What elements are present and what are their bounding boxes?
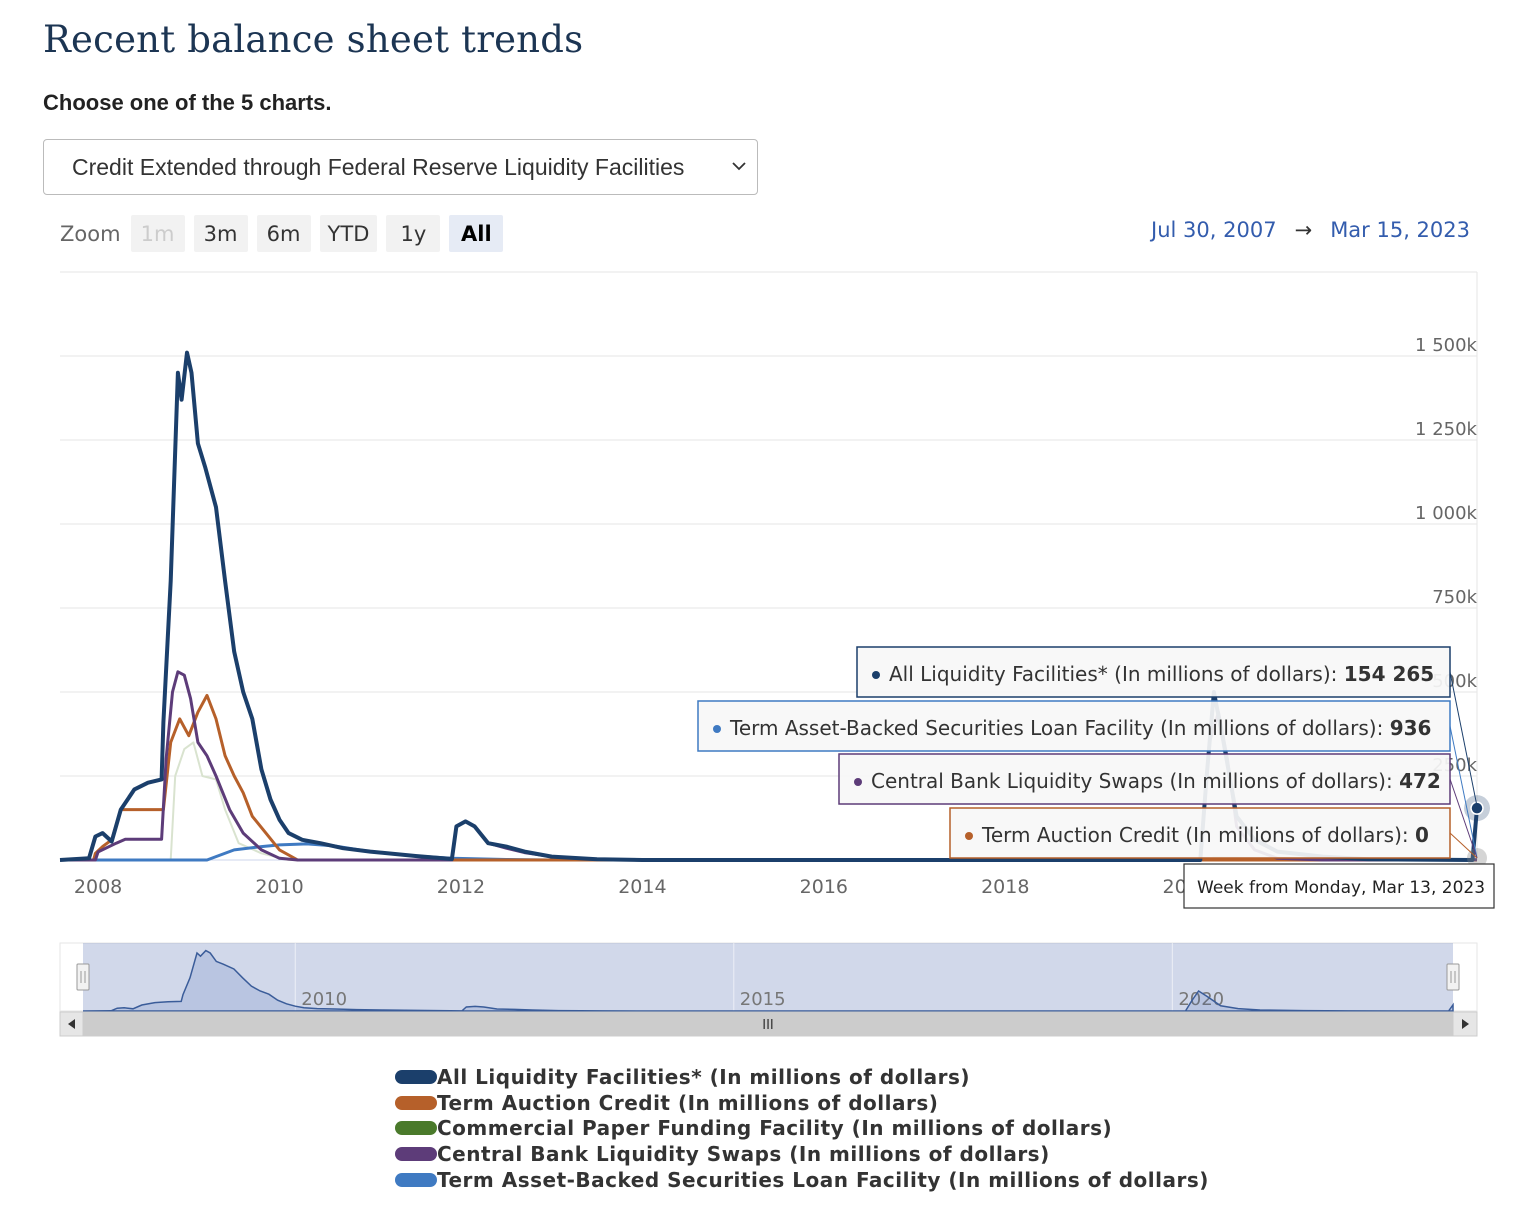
- legend-item[interactable]: Commercial Paper Funding Facility (In mi…: [395, 1115, 1209, 1141]
- tooltip-background: [856, 646, 1451, 698]
- tooltip-connector: [1449, 832, 1478, 859]
- x-tick-label: 2018: [981, 876, 1029, 898]
- scrollbar-grip[interactable]: III: [762, 1018, 774, 1033]
- zoom-button-1m[interactable]: 1m: [130, 215, 185, 252]
- legend-item[interactable]: Term Auction Credit (In millions of doll…: [395, 1090, 1209, 1116]
- navigator-year-label: 2010: [301, 989, 347, 1010]
- legend-label: Term Auction Credit (In millions of doll…: [437, 1090, 939, 1115]
- x-tick-label: 2012: [437, 876, 485, 898]
- tooltip-connector: [1449, 778, 1478, 859]
- page-title: Recent balance sheet trends: [43, 18, 584, 61]
- legend-item[interactable]: Central Bank Liquidity Swaps (In million…: [395, 1141, 1209, 1167]
- y-tick-label: 1 000k: [1415, 503, 1478, 524]
- tooltip-box: Term Asset-Backed Securities Loan Facili…: [697, 700, 1478, 859]
- legend-item[interactable]: All Liquidity Facilities* (In millions o…: [395, 1064, 1209, 1090]
- tooltip-box: All Liquidity Facilities* (In millions o…: [856, 646, 1478, 807]
- range-to-date[interactable]: Mar 15, 2023: [1330, 218, 1470, 242]
- tooltip-background: [838, 753, 1451, 805]
- navigator-mask[interactable]: [83, 943, 1453, 1011]
- range-arrow-icon: →: [1294, 218, 1313, 242]
- scrollbar-thumb[interactable]: [83, 1012, 1453, 1036]
- triangle-right-icon: [1462, 1019, 1469, 1029]
- tooltip-series-value: 154 265: [1344, 662, 1434, 686]
- tooltip-series-value: 0: [1415, 823, 1429, 847]
- navigator-right-handle[interactable]: [1446, 963, 1460, 991]
- crosshair-date-text: Week from Monday, Mar 13, 2023: [1197, 878, 1485, 898]
- navigator-year-label: 2015: [740, 989, 786, 1010]
- legend-swatch: [395, 1146, 437, 1161]
- legend-label: Commercial Paper Funding Facility (In mi…: [437, 1116, 1113, 1141]
- x-tick-label: 2016: [800, 876, 848, 898]
- navigator: [59, 942, 1478, 1012]
- zoom-button-all[interactable]: All: [449, 215, 504, 252]
- navigator-series: [82, 949, 1454, 1012]
- tooltip-series-dot: [872, 671, 880, 679]
- tooltip-series-label: Term Asset-Backed Securities Loan Facili…: [729, 716, 1390, 740]
- chart-chooser-prompt: Choose one of the 5 charts.: [43, 90, 332, 115]
- tooltip-background: [949, 807, 1451, 859]
- y-tick-label: 1 250k: [1415, 419, 1478, 440]
- triangle-left-icon: [68, 1019, 75, 1029]
- chart-legend: All Liquidity Facilities* (In millions o…: [395, 1064, 1209, 1192]
- zoom-bar: Zoom 1m 3m 6m YTD 1y All: [60, 215, 512, 252]
- chevron-down-icon: [732, 162, 746, 171]
- legend-swatch: [395, 1095, 437, 1110]
- tooltip-series-label: Central Bank Liquidity Swaps (In million…: [871, 769, 1399, 793]
- x-tick-label: 2010: [255, 876, 303, 898]
- tooltip-series-dot: [854, 778, 862, 786]
- crosshair-date-label: Week from Monday, Mar 13, 2023: [1183, 863, 1495, 909]
- zoom-button-6m[interactable]: 6m: [256, 215, 311, 252]
- tooltip-series-dot: [713, 725, 721, 733]
- zoom-button-ytd[interactable]: YTD: [319, 215, 378, 252]
- tooltip-box: Term Auction Credit (In millions of doll…: [949, 807, 1478, 859]
- tooltip-series-label: All Liquidity Facilities* (In millions o…: [889, 662, 1344, 686]
- chart-type-select[interactable]: Credit Extended through Federal Reserve …: [43, 139, 758, 195]
- legend-swatch: [395, 1172, 437, 1187]
- y-tick-label: 1 500k: [1415, 335, 1478, 356]
- tooltip-text: All Liquidity Facilities* (In millions o…: [889, 662, 1434, 686]
- tooltip-series-value: 936: [1390, 716, 1432, 740]
- zoom-label: Zoom: [60, 221, 121, 246]
- x-tick-label: 2008: [74, 876, 122, 898]
- tooltip-connector: [1449, 725, 1478, 859]
- legend-swatch: [395, 1121, 437, 1136]
- legend-label: Term Asset-Backed Securities Loan Facili…: [437, 1167, 1209, 1192]
- legend-item[interactable]: Term Asset-Backed Securities Loan Facili…: [395, 1167, 1209, 1193]
- zoom-button-3m[interactable]: 3m: [193, 215, 248, 252]
- range-from-date[interactable]: Jul 30, 2007: [1151, 218, 1277, 242]
- tooltip-connector: [1449, 671, 1478, 807]
- legend-label: All Liquidity Facilities* (In millions o…: [437, 1064, 971, 1089]
- tooltip-series-label: Term Auction Credit (In millions of doll…: [981, 823, 1415, 847]
- legend-swatch: [395, 1069, 437, 1084]
- x-tick-label: 2014: [618, 876, 666, 898]
- navigator-left-handle[interactable]: [76, 963, 90, 991]
- tooltip-series-value: 472: [1399, 769, 1441, 793]
- date-range: Jul 30, 2007 → Mar 15, 2023: [1151, 218, 1470, 242]
- tooltip-series-dot: [965, 832, 973, 840]
- tooltip-text: Term Asset-Backed Securities Loan Facili…: [729, 716, 1431, 740]
- tooltip-text: Central Bank Liquidity Swaps (In million…: [871, 769, 1441, 793]
- y-tick-label: 750k: [1432, 587, 1477, 608]
- tooltip-text: Term Auction Credit (In millions of doll…: [981, 823, 1429, 847]
- legend-label: Central Bank Liquidity Swaps (In million…: [437, 1141, 1050, 1166]
- hover-point-marker: [1470, 801, 1484, 815]
- crosshair-date-background: [1183, 863, 1495, 909]
- tooltip-box: Central Bank Liquidity Swaps (In million…: [838, 753, 1478, 859]
- chart-type-select-value: Credit Extended through Federal Reserve …: [72, 153, 685, 180]
- zoom-button-1y[interactable]: 1y: [386, 215, 441, 252]
